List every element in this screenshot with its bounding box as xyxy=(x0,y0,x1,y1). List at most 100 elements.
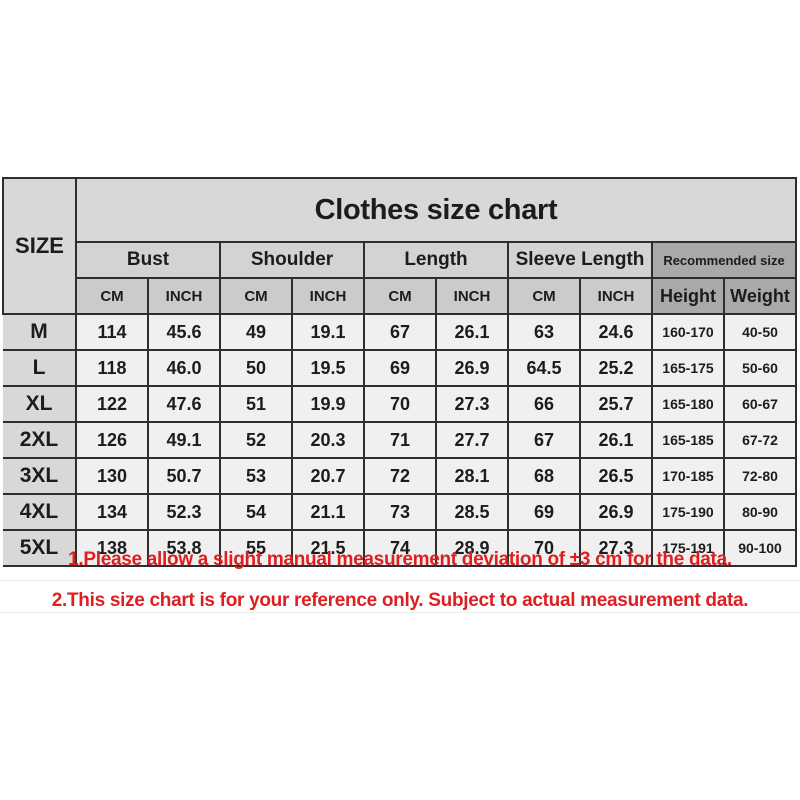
size-corner-label: SIZE xyxy=(2,177,77,315)
faint-gridline xyxy=(0,612,800,613)
size-value-cell: 70 xyxy=(363,385,437,423)
size-value-cell: 40-50 xyxy=(723,313,797,351)
size-value-cell: 28.9 xyxy=(435,529,509,567)
size-value-cell: 72-80 xyxy=(723,457,797,495)
size-value-cell: 50 xyxy=(219,349,293,387)
size-value-cell: 66 xyxy=(507,385,581,423)
size-value-cell: 51 xyxy=(219,385,293,423)
unit-header-shoulder-inch: INCH xyxy=(291,277,365,315)
size-value-cell: 26.9 xyxy=(435,349,509,387)
size-value-cell: 53.8 xyxy=(147,529,221,567)
group-header-length: Length xyxy=(363,241,509,279)
size-value-cell: 27.7 xyxy=(435,421,509,459)
size-value-cell: 160-170 xyxy=(651,313,725,351)
size-value-cell: 126 xyxy=(75,421,149,459)
size-value-cell: 45.6 xyxy=(147,313,221,351)
notes-block: 1.Please allow a slight manual measureme… xyxy=(0,548,800,612)
size-value-cell: 49.1 xyxy=(147,421,221,459)
size-value-cell: 134 xyxy=(75,493,149,531)
size-row-label: 3XL xyxy=(3,457,77,495)
size-value-cell: 130 xyxy=(75,457,149,495)
size-value-cell: 27.3 xyxy=(435,385,509,423)
size-row-label: 2XL xyxy=(3,421,77,459)
size-row-label: 4XL xyxy=(3,493,77,531)
size-value-cell: 122 xyxy=(75,385,149,423)
table-row: XL 122 47.6 51 19.9 70 27.3 66 25.7 165-180 60-67 xyxy=(3,385,797,423)
table-row: 2XL 126 49.1 52 20.3 71 27.7 67 26.1 165-185 67-72 xyxy=(3,421,797,459)
size-value-cell: 55 xyxy=(219,529,293,567)
table-row: L 118 46.0 50 19.5 69 26.9 64.5 25.2 165-175 50-60 xyxy=(3,349,797,387)
size-table-body: M 114 45.6 49 19.1 67 26.1 63 24.6 160-170 40-50 L 1… xyxy=(3,313,797,567)
unit-header-bust-cm: CM xyxy=(75,277,149,315)
group-header-recommended-size: Recommended size xyxy=(651,241,797,279)
size-value-cell: 19.1 xyxy=(291,313,365,351)
size-table: SIZE Clothes size chart Bust Shoulder Le… xyxy=(2,177,797,567)
group-header-bust: Bust xyxy=(75,241,221,279)
size-value-cell: 25.7 xyxy=(579,385,653,423)
size-value-cell: 21.5 xyxy=(291,529,365,567)
unit-header-length-inch: INCH xyxy=(435,277,509,315)
size-value-cell: 26.9 xyxy=(579,493,653,531)
group-header-sleeve-length: Sleeve Length xyxy=(507,241,653,279)
size-value-cell: 50.7 xyxy=(147,457,221,495)
size-value-cell: 49 xyxy=(219,313,293,351)
size-value-cell: 52 xyxy=(219,421,293,459)
size-value-cell: 63 xyxy=(507,313,581,351)
unit-header-length-cm: CM xyxy=(363,277,437,315)
unit-header-height: Height xyxy=(651,277,725,315)
size-row-label: M xyxy=(3,313,77,351)
size-value-cell: 26.1 xyxy=(579,421,653,459)
size-value-cell: 80-90 xyxy=(723,493,797,531)
size-value-cell: 26.5 xyxy=(579,457,653,495)
unit-header-bust-inch: INCH xyxy=(147,277,221,315)
size-value-cell: 47.6 xyxy=(147,385,221,423)
title-row: SIZE Clothes size chart xyxy=(2,177,797,315)
size-value-cell: 53 xyxy=(219,457,293,495)
note-reference-only: 2.This size chart is for your reference … xyxy=(51,590,749,611)
size-value-cell: 72 xyxy=(363,457,437,495)
group-header-row: Bust Shoulder Length Sleeve Length Recom… xyxy=(3,241,797,279)
table-row: 4XL 134 52.3 54 21.1 73 28.5 69 26.9 175-190 80-90 xyxy=(3,493,797,531)
size-value-cell: 175-191 xyxy=(651,529,725,567)
size-value-cell: 90-100 xyxy=(723,529,797,567)
unit-header-shoulder-cm: CM xyxy=(219,277,293,315)
table-row: M 114 45.6 49 19.1 67 26.1 63 24.6 160-170 40-50 xyxy=(3,313,797,351)
unit-header-row: CM INCH CM INCH CM INCH CM INCH Height W… xyxy=(3,277,797,315)
size-value-cell: 25.2 xyxy=(579,349,653,387)
size-value-cell: 165-185 xyxy=(651,421,725,459)
size-value-cell: 26.1 xyxy=(435,313,509,351)
size-row-label: 5XL xyxy=(3,529,77,567)
size-value-cell: 67 xyxy=(363,313,437,351)
size-row-label: L xyxy=(3,349,77,387)
table-row: 3XL 130 50.7 53 20.7 72 28.1 68 26.5 170-185 72-80 xyxy=(3,457,797,495)
size-value-cell: 52.3 xyxy=(147,493,221,531)
size-value-cell: 69 xyxy=(507,493,581,531)
size-value-cell: 165-180 xyxy=(651,385,725,423)
table-title: Clothes size chart xyxy=(75,177,797,243)
size-value-cell: 138 xyxy=(75,529,149,567)
size-value-cell: 28.1 xyxy=(435,457,509,495)
size-value-cell: 74 xyxy=(363,529,437,567)
unit-header-sleeve-inch: INCH xyxy=(579,277,653,315)
size-value-cell: 175-190 xyxy=(651,493,725,531)
size-value-cell: 73 xyxy=(363,493,437,531)
size-value-cell: 21.1 xyxy=(291,493,365,531)
group-header-shoulder: Shoulder xyxy=(219,241,365,279)
size-value-cell: 46.0 xyxy=(147,349,221,387)
size-value-cell: 19.9 xyxy=(291,385,365,423)
unit-header-sleeve-cm: CM xyxy=(507,277,581,315)
size-value-cell: 165-175 xyxy=(651,349,725,387)
size-value-cell: 19.5 xyxy=(291,349,365,387)
size-table-head: SIZE Clothes size chart Bust Shoulder Le… xyxy=(2,177,797,315)
size-value-cell: 24.6 xyxy=(579,313,653,351)
unit-header-weight: Weight xyxy=(723,277,797,315)
size-value-cell: 20.3 xyxy=(291,421,365,459)
size-value-cell: 67-72 xyxy=(723,421,797,459)
size-value-cell: 64.5 xyxy=(507,349,581,387)
note-measurement-deviation: 1.Please allow a slight manual measureme… xyxy=(68,549,732,570)
size-value-cell: 50-60 xyxy=(723,349,797,387)
size-value-cell: 68 xyxy=(507,457,581,495)
size-value-cell: 20.7 xyxy=(291,457,365,495)
size-value-cell: 69 xyxy=(363,349,437,387)
